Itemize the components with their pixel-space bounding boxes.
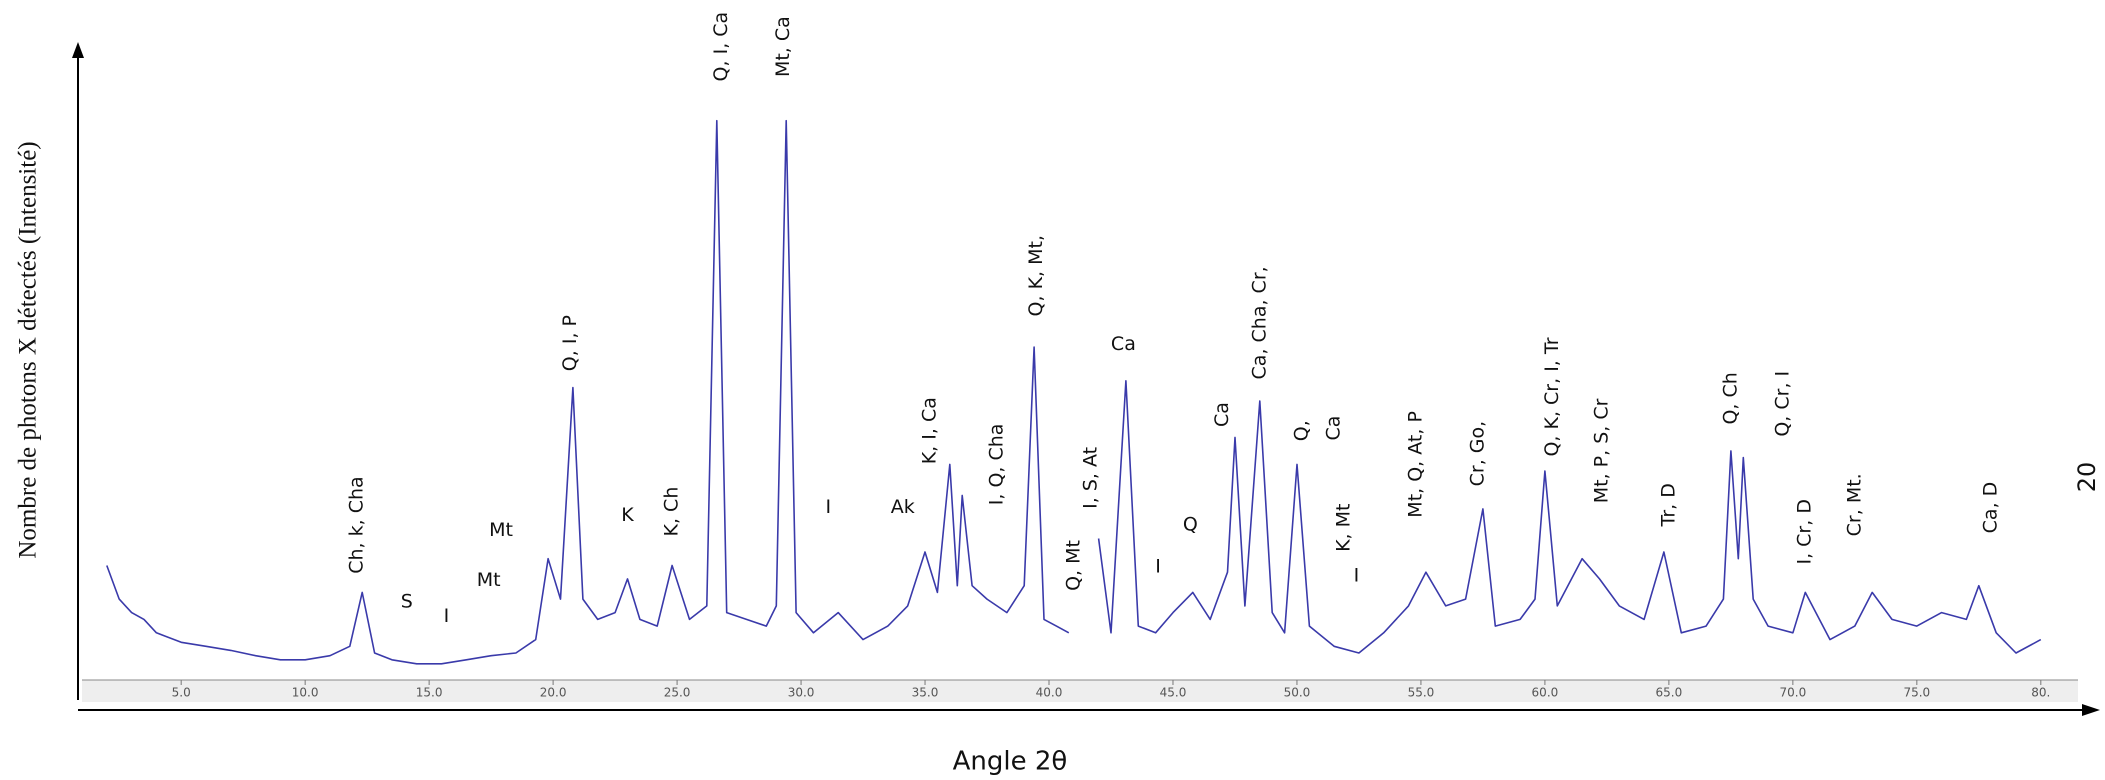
x-tick-label: 70.0 xyxy=(1779,686,1806,700)
x-tick-label: 5.0 xyxy=(172,686,191,700)
peak-label: Q, Mt xyxy=(1062,540,1084,591)
peak-label: Ch, k, Cha xyxy=(346,476,368,573)
x-tick-label: 75.0 xyxy=(1903,686,1930,700)
tick-band xyxy=(82,680,2078,702)
peak-label: Q, Ch xyxy=(1719,372,1741,424)
peak-label: Ca xyxy=(1211,402,1233,427)
peak-label: Q, K, Cr, I, Tr xyxy=(1541,337,1563,456)
x-tick-label: 10.0 xyxy=(292,686,319,700)
x-tick-label: 60.0 xyxy=(1532,686,1559,700)
peak-label: Ca, D xyxy=(1980,482,2002,534)
peak-label: Mt, Q, At, P xyxy=(1404,411,1426,518)
y-axis-arrow xyxy=(72,42,84,58)
peak-label: Mt xyxy=(477,569,501,591)
peak-label: Q, I, P xyxy=(559,315,581,371)
peak-label: Ca, Cha, Cr, xyxy=(1248,266,1270,379)
diffractogram-line xyxy=(106,119,1070,665)
peak-label: K xyxy=(621,504,634,526)
peak-label: I xyxy=(1354,565,1360,587)
peak-label: Mt xyxy=(489,519,513,541)
peak-label: I xyxy=(826,496,832,518)
peak-label: Ca xyxy=(1111,333,1136,355)
x-axis-arrow xyxy=(2082,704,2100,716)
peak-label: Q xyxy=(1183,514,1198,536)
peak-label: Ak xyxy=(891,496,915,518)
peak-label: Q, K, Mt, xyxy=(1025,235,1047,316)
x-tick-label: 25.0 xyxy=(664,686,691,700)
peak-label: K, Mt xyxy=(1333,504,1355,552)
x-tick-label: 40.0 xyxy=(1036,686,1063,700)
diffractogram-line xyxy=(1097,380,2042,654)
x-tick-label: 30.0 xyxy=(788,686,815,700)
peak-label: Mt, P, S, Cr xyxy=(1590,398,1612,503)
x-tick-label: 45.0 xyxy=(1160,686,1187,700)
y-axis-label: Nombre de photons X détectés (Intensité) xyxy=(15,141,42,558)
x-tick-label: 20.0 xyxy=(540,686,567,700)
peak-label: Q, xyxy=(1290,420,1312,441)
peak-label: K, I, Ca xyxy=(918,397,940,464)
x-tick-label: 65.0 xyxy=(1656,686,1683,700)
x-tick-label: 35.0 xyxy=(912,686,939,700)
peak-label: Cr, Mt. xyxy=(1843,473,1865,536)
x-axis-label: Angle 2θ xyxy=(953,747,1068,777)
peak-label: I, Cr, D xyxy=(1794,499,1816,564)
peak-label: I xyxy=(1155,555,1161,577)
x-tick-label: 50.0 xyxy=(1284,686,1311,700)
peak-label: Q, I, Ca xyxy=(710,12,732,82)
peak-label: I, S, At xyxy=(1080,447,1102,509)
peak-label: Mt, Ca xyxy=(772,16,794,77)
peak-label: Q, Cr, I xyxy=(1771,371,1793,437)
peak-label: Ca xyxy=(1323,416,1345,441)
peak-label: I, Q, Cha xyxy=(985,424,1007,506)
peak-label: K, Ch xyxy=(661,487,683,537)
side-label: 20 xyxy=(2073,462,2101,493)
x-tick-label: 80. xyxy=(2031,686,2050,700)
x-tick-label: 15.0 xyxy=(416,686,443,700)
x-tick-label: 55.0 xyxy=(1408,686,1435,700)
peak-label: S xyxy=(401,590,413,612)
peak-label: Tr, D xyxy=(1657,483,1679,527)
peak-label: Cr, Go, xyxy=(1466,421,1488,487)
peak-label: I xyxy=(444,605,450,627)
